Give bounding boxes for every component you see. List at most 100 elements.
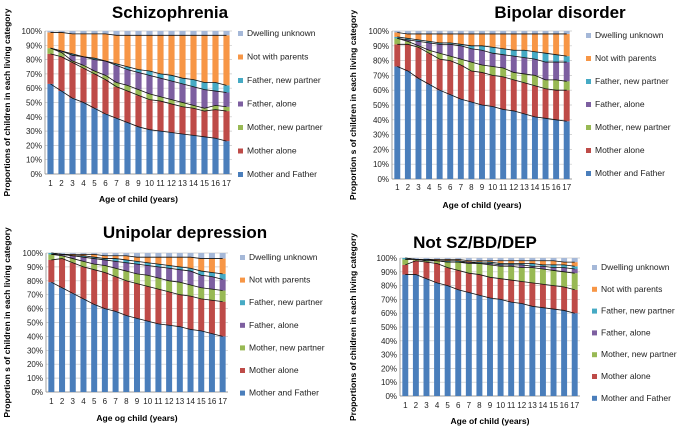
bar-segment — [146, 99, 153, 130]
bar-segment — [444, 259, 451, 261]
y-tick-label: 0% — [30, 170, 42, 179]
bar-segment — [542, 62, 549, 80]
x-tick-label: 9 — [488, 401, 493, 410]
bar-segment — [394, 38, 401, 45]
bar-segment — [518, 264, 525, 268]
legend-item: Not with parents — [592, 284, 662, 294]
y-tick-label: 100% — [22, 27, 42, 36]
bar-segment — [394, 36, 401, 39]
bar-segment — [404, 41, 411, 45]
x-tick-label: 11 — [499, 183, 508, 192]
legend-label: Dwelling unknown — [247, 28, 316, 38]
x-tick-label: 2 — [59, 179, 64, 188]
y-tick-label: 90% — [381, 268, 397, 277]
legend-swatch — [586, 79, 591, 84]
bar-segment — [91, 73, 98, 109]
legend-swatch — [238, 78, 243, 83]
legend-label: Father, alone — [601, 327, 651, 337]
legend-swatch — [586, 148, 591, 153]
bar-segment — [455, 258, 462, 260]
x-tick-label: 8 — [124, 397, 129, 406]
bar-segment — [436, 31, 443, 34]
bar-segment — [479, 33, 485, 46]
bar-segment — [80, 56, 87, 66]
bar-segment — [394, 44, 401, 67]
bar-segment — [123, 315, 130, 392]
bar-segment — [80, 102, 87, 174]
legend-label: Mother alone — [595, 145, 645, 155]
legend-swatch — [592, 352, 597, 358]
bar-segment — [212, 31, 219, 36]
bar-segment — [146, 129, 153, 174]
bar-segment — [563, 33, 570, 57]
x-tick-label: 5 — [92, 397, 97, 406]
bar-segment — [542, 31, 549, 34]
legend-label: Mother, new partner — [595, 122, 671, 132]
bar-segment — [223, 111, 230, 142]
bar-segment — [157, 101, 164, 132]
legend-item: Father, new partner — [240, 297, 323, 307]
bar-segment — [404, 44, 411, 71]
bar-segment — [187, 329, 194, 392]
x-tick-label: 15 — [197, 397, 206, 406]
bar-segment — [412, 259, 419, 261]
bar-segment — [531, 51, 538, 60]
x-tick-label: 6 — [103, 397, 108, 406]
bar-segment — [123, 255, 130, 260]
bar-segment — [508, 264, 515, 267]
x-tick-label: 10 — [488, 183, 497, 192]
bar-segment — [176, 269, 183, 283]
bar-segment — [112, 268, 119, 277]
bar-segment — [404, 38, 411, 40]
bar-segment — [48, 253, 55, 255]
bar-segment — [101, 265, 108, 273]
series-connector-line — [397, 36, 567, 57]
bar-segment — [465, 260, 472, 263]
x-tick-label: 2 — [406, 183, 411, 192]
bar-segment — [113, 82, 120, 87]
legend-item: Mother and Father — [586, 168, 665, 178]
bar-segment — [508, 258, 515, 261]
bar-segment — [563, 90, 570, 122]
bar-segment — [113, 118, 120, 174]
bar-segment — [542, 79, 549, 89]
bar-segment — [489, 47, 496, 54]
bar-segment — [571, 269, 578, 274]
bar-segment — [48, 282, 55, 392]
x-tick-label: 3 — [424, 401, 429, 410]
legend-item: Dwelling unknown — [592, 262, 670, 272]
legend-swatch — [592, 330, 597, 336]
bar-segment — [563, 62, 570, 82]
bar-segment — [80, 261, 87, 267]
bar-segment — [113, 35, 120, 64]
y-tick-label: 50% — [27, 319, 43, 328]
bar-segment — [134, 261, 140, 265]
bar-segment — [58, 56, 65, 92]
bar-segment — [69, 98, 76, 174]
x-tick-label: 15 — [541, 183, 550, 192]
legend-label: Mother and Father — [595, 168, 665, 178]
bar-segment — [59, 253, 66, 255]
bar-segment — [124, 69, 131, 86]
legend-swatch — [586, 33, 591, 38]
x-tick-label: 14 — [530, 183, 539, 192]
y-tick-label: 30% — [26, 127, 42, 136]
legend-item: Mother and Father — [240, 388, 319, 398]
bar-segment — [58, 31, 65, 33]
bar-segment — [212, 105, 219, 110]
bar-segment — [168, 103, 175, 133]
bar-segment — [113, 86, 120, 119]
legend-label: Mother, new partner — [247, 122, 323, 132]
legend-item: Not with parents — [240, 275, 310, 285]
bar-segment — [91, 253, 98, 255]
x-tick-label: 13 — [178, 179, 187, 188]
bar-segment — [550, 270, 557, 286]
y-tick-label: 70% — [381, 295, 397, 304]
bar-segment — [508, 302, 515, 396]
bar-segment — [146, 31, 153, 36]
bar-segment — [457, 99, 464, 179]
y-tick-label: 20% — [373, 145, 389, 154]
bar-segment — [487, 298, 493, 396]
bar-segment — [455, 270, 462, 290]
bar-segment — [69, 61, 76, 63]
